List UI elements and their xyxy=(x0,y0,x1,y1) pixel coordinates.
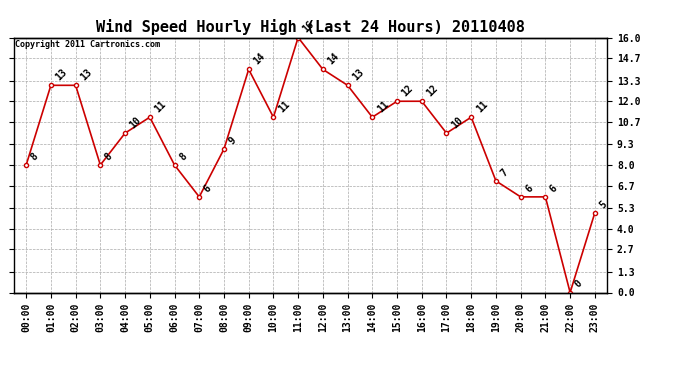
Text: 9: 9 xyxy=(227,135,238,146)
Text: 6: 6 xyxy=(202,183,213,194)
Text: 8: 8 xyxy=(177,151,188,162)
Text: 5: 5 xyxy=(598,199,609,210)
Text: 7: 7 xyxy=(499,167,510,178)
Title: Wind Speed Hourly High (Last 24 Hours) 20110408: Wind Speed Hourly High (Last 24 Hours) 2… xyxy=(96,19,525,35)
Text: 6: 6 xyxy=(548,183,560,194)
Text: 0: 0 xyxy=(573,279,584,290)
Text: 6: 6 xyxy=(524,183,535,194)
Text: 14: 14 xyxy=(251,51,267,67)
Text: 14: 14 xyxy=(326,51,341,67)
Text: 13: 13 xyxy=(54,67,69,82)
Text: 13: 13 xyxy=(79,67,94,82)
Text: 12: 12 xyxy=(400,83,415,99)
Text: 12: 12 xyxy=(424,83,440,99)
Text: 16: 16 xyxy=(301,20,316,35)
Text: 10: 10 xyxy=(128,115,144,130)
Text: 8: 8 xyxy=(103,151,115,162)
Text: 8: 8 xyxy=(29,151,40,162)
Text: 11: 11 xyxy=(375,99,391,114)
Text: 11: 11 xyxy=(152,99,168,114)
Text: 11: 11 xyxy=(474,99,489,114)
Text: 13: 13 xyxy=(351,67,366,82)
Text: 11: 11 xyxy=(276,99,292,114)
Text: 10: 10 xyxy=(449,115,464,130)
Text: Copyright 2011 Cartronics.com: Copyright 2011 Cartronics.com xyxy=(15,40,160,49)
